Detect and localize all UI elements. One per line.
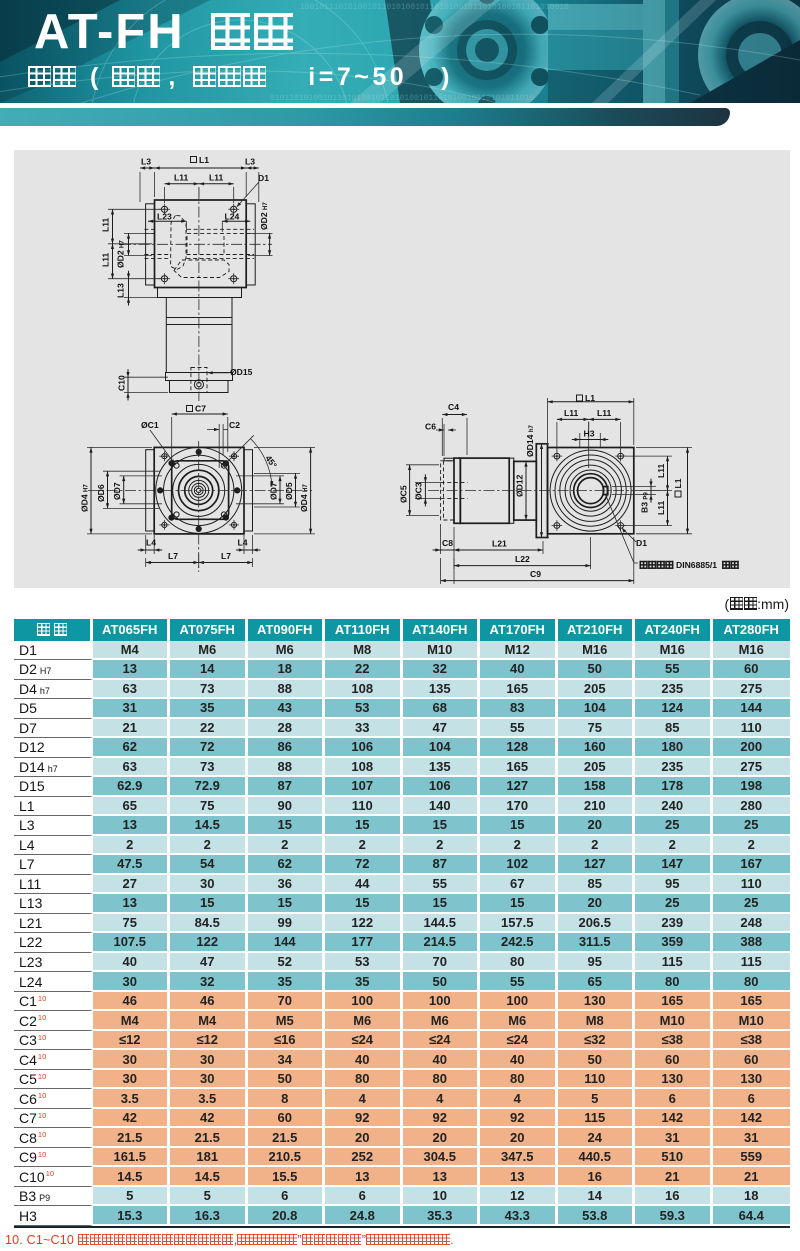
svg-text:L23: L23 <box>157 212 172 222</box>
svg-text:ØD7: ØD7 <box>269 482 279 500</box>
svg-text:L4: L4 <box>146 538 156 548</box>
svg-text:C8: C8 <box>442 538 453 548</box>
svg-text:L11: L11 <box>101 217 111 232</box>
svg-text:L1: L1 <box>585 393 595 403</box>
svg-text:C6: C6 <box>425 422 436 432</box>
svg-text:L3: L3 <box>141 157 151 167</box>
svg-text:L4: L4 <box>238 538 248 548</box>
svg-text:C4: C4 <box>448 402 459 412</box>
svg-text:L11: L11 <box>209 173 224 183</box>
svg-text:ØD7: ØD7 <box>112 482 122 500</box>
svg-text:L11: L11 <box>597 408 612 418</box>
svg-text:L7: L7 <box>221 551 231 561</box>
svg-text:L11: L11 <box>101 252 111 267</box>
svg-text:D1: D1 <box>636 538 647 548</box>
svg-text:L21: L21 <box>492 539 507 549</box>
svg-text:D1: D1 <box>258 173 269 183</box>
svg-text:L11: L11 <box>564 408 579 418</box>
svg-text:010110101001011010100101101010: 0101101010010110101001011010100101101010… <box>270 94 534 103</box>
svg-text:B3 P9: B3 P9 <box>640 492 650 513</box>
svg-text:45°: 45° <box>263 453 279 470</box>
svg-text:ØD2 H7: ØD2 H7 <box>116 240 126 268</box>
svg-text:100101110101001011010100101101: 1001011101010010110101001011010100101101… <box>300 3 569 12</box>
svg-text:L7: L7 <box>168 551 178 561</box>
svg-text:C7: C7 <box>195 404 206 414</box>
svg-text:C9: C9 <box>530 569 541 579</box>
svg-text:L13: L13 <box>116 283 126 298</box>
svg-text:L11: L11 <box>656 500 666 515</box>
svg-text:ØC5: ØC5 <box>399 485 409 503</box>
svg-text:C10: C10 <box>117 375 127 391</box>
svg-text:ØD6: ØD6 <box>96 484 106 502</box>
svg-text:L24: L24 <box>225 212 240 222</box>
svg-text:ØD4 H7: ØD4 H7 <box>299 484 309 512</box>
svg-text:H3: H3 <box>584 429 595 439</box>
svg-text:L11: L11 <box>174 173 189 183</box>
svg-text:L3: L3 <box>245 157 255 167</box>
svg-text:L1: L1 <box>673 478 683 488</box>
svg-text:L11: L11 <box>656 463 666 478</box>
svg-text:L22: L22 <box>515 554 530 564</box>
svg-text:ØD14 h7: ØD14 h7 <box>525 424 535 457</box>
svg-text:ØC3: ØC3 <box>414 482 424 500</box>
svg-text:ØD5: ØD5 <box>284 482 294 500</box>
svg-text:ØD4 H7: ØD4 H7 <box>80 484 90 512</box>
svg-text:ØD15: ØD15 <box>230 367 253 377</box>
svg-text:ØD12: ØD12 <box>515 474 525 497</box>
svg-text:ØD2 H7: ØD2 H7 <box>259 202 269 230</box>
svg-text:L1: L1 <box>199 155 209 165</box>
svg-text:DIN6885/1: DIN6885/1 <box>676 560 717 570</box>
svg-text:C2: C2 <box>229 420 240 430</box>
svg-text:ØC1: ØC1 <box>141 420 159 430</box>
